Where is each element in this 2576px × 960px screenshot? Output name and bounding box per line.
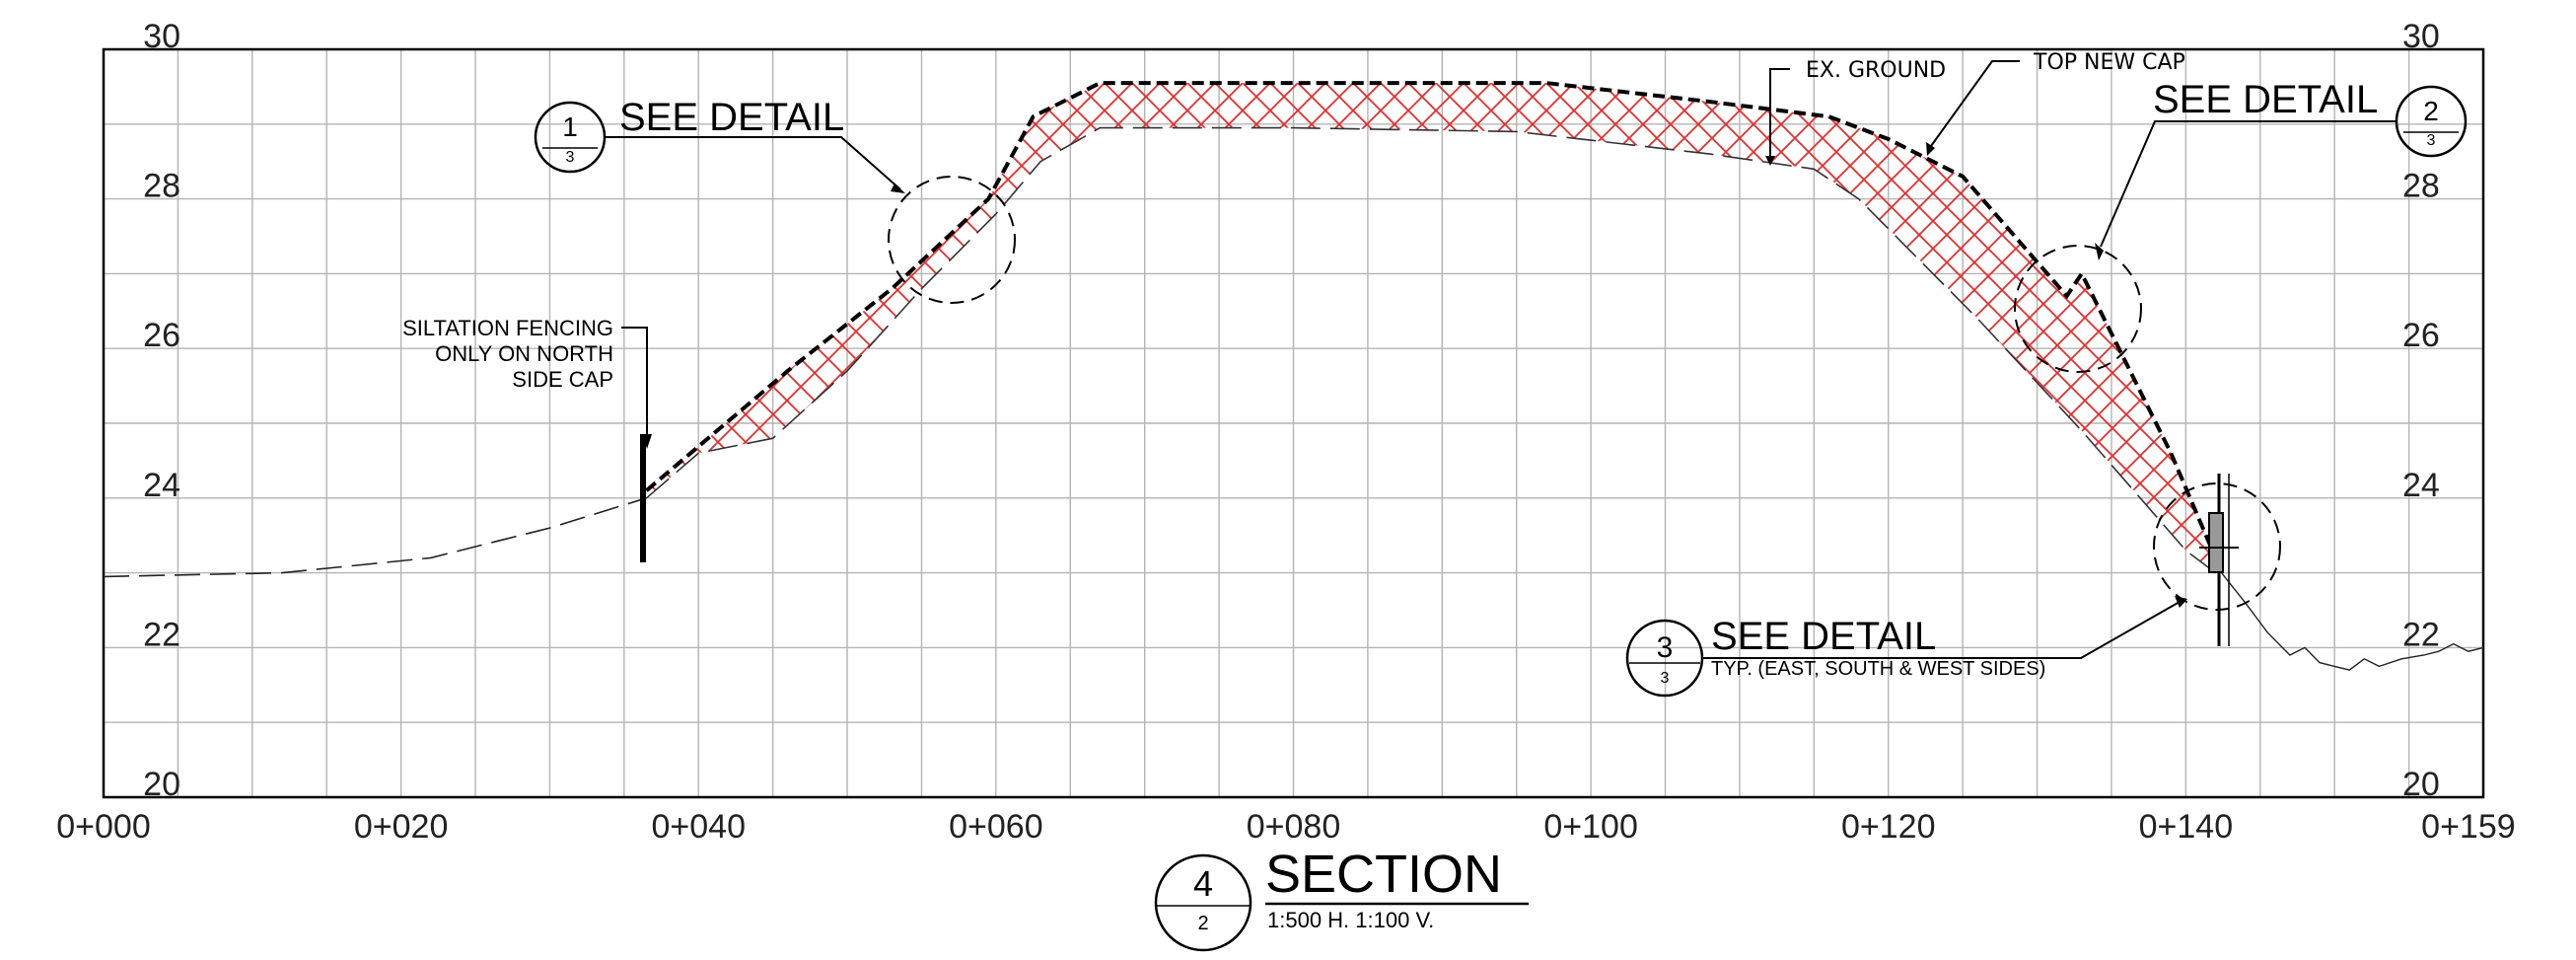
detail-circle-1 (888, 176, 1016, 304)
y-tick-label-left: 26 (143, 317, 180, 354)
y-tick-label-left: 28 (143, 168, 180, 205)
svg-text:4: 4 (1193, 863, 1213, 904)
y-tick-label-right: 26 (2402, 317, 2440, 354)
ex-ground-line (645, 126, 2216, 574)
x-tick-label: 0+159 (2421, 808, 2516, 846)
svg-text:SEE DETAIL: SEE DETAIL (619, 96, 844, 139)
east-fence-posts (2199, 474, 2239, 646)
svg-text:3: 3 (1657, 631, 1674, 664)
svg-text:1: 1 (562, 111, 578, 142)
top-new-cap-line (645, 81, 2218, 559)
svg-text:TYP. (EAST, SOUTH & WEST SIDES: TYP. (EAST, SOUTH & WEST SIDES) (1711, 658, 2045, 680)
svg-text:3: 3 (566, 149, 575, 166)
callout-1: 1 3 SEE DETAIL (534, 96, 905, 193)
y-tick-label-right: 22 (2402, 616, 2440, 653)
ex-ground-line-east (2214, 564, 2484, 671)
y-axis-right-ticks: 30 28 26 24 22 20 (2402, 18, 2440, 803)
y-tick-label-left: 22 (143, 616, 180, 653)
y-tick-label-left: 20 (143, 766, 180, 803)
ex-ground-line-west (103, 497, 647, 578)
callout-2: 2 3 SEE DETAIL (2095, 78, 2468, 260)
svg-text:SILTATION FENCING: SILTATION FENCING (402, 316, 613, 340)
x-tick-label: 0+140 (2139, 808, 2234, 846)
svg-text:2: 2 (2423, 96, 2439, 126)
detail-circle-2 (2014, 245, 2142, 373)
svg-text:2: 2 (1197, 913, 1208, 934)
y-tick-label-right: 28 (2402, 168, 2440, 205)
section-title-block: 4 2 SECTION 1:500 H. 1:100 V. (1154, 845, 1529, 952)
x-axis-ticks: 0+000 0+020 0+040 0+060 0+080 0+100 0+120 0+140… (56, 808, 2515, 846)
x-tick-label: 0+120 (1841, 808, 1936, 846)
x-tick-label: 0+100 (1543, 808, 1638, 846)
x-tick-label: 0+000 (56, 808, 151, 846)
top-new-cap-label: TOP NEW CAP (1926, 50, 2185, 156)
section-scale: 1:500 H. 1:100 V. (1267, 908, 1434, 932)
svg-text:3: 3 (2427, 132, 2436, 149)
y-tick-label-right: 20 (2402, 766, 2440, 803)
x-tick-label: 0+080 (1247, 808, 1341, 846)
x-tick-label: 0+040 (652, 808, 747, 846)
x-tick-label: 0+060 (949, 808, 1043, 846)
section-title: SECTION (1265, 845, 1502, 904)
callout-3: 3 3 SEE DETAIL TYP. (EAST, SOUTH & WEST … (1625, 596, 2187, 698)
svg-text:SEE DETAIL: SEE DETAIL (2153, 78, 2378, 121)
y-axis-left-ticks: 30 28 26 24 22 20 (143, 18, 180, 803)
y-tick-label-left: 24 (143, 467, 180, 504)
svg-text:SIDE CAP: SIDE CAP (512, 367, 613, 392)
grid-lines (104, 49, 2483, 797)
x-tick-label: 0+020 (354, 808, 449, 846)
svg-text:SEE DETAIL: SEE DETAIL (1711, 615, 1936, 658)
y-tick-label-right: 24 (2402, 467, 2440, 504)
fence-note: SILTATION FENCING ONLY ON NORTH SIDE CAP (402, 316, 613, 392)
siltation-fence (621, 327, 652, 562)
svg-text:3: 3 (1661, 670, 1670, 687)
svg-text:ONLY ON NORTH: ONLY ON NORTH (435, 341, 613, 366)
svg-text:TOP NEW CAP: TOP NEW CAP (2033, 50, 2185, 75)
svg-text:EX. GROUND: EX. GROUND (1806, 58, 1946, 83)
plot-frame (102, 47, 2485, 799)
cap-fill-hatch (646, 83, 2216, 573)
y-tick-label-left: 30 (143, 18, 180, 55)
y-tick-label-right: 30 (2402, 18, 2440, 55)
ex-ground-label: EX. GROUND (1765, 58, 1946, 166)
detail-circle-3 (2153, 482, 2281, 611)
